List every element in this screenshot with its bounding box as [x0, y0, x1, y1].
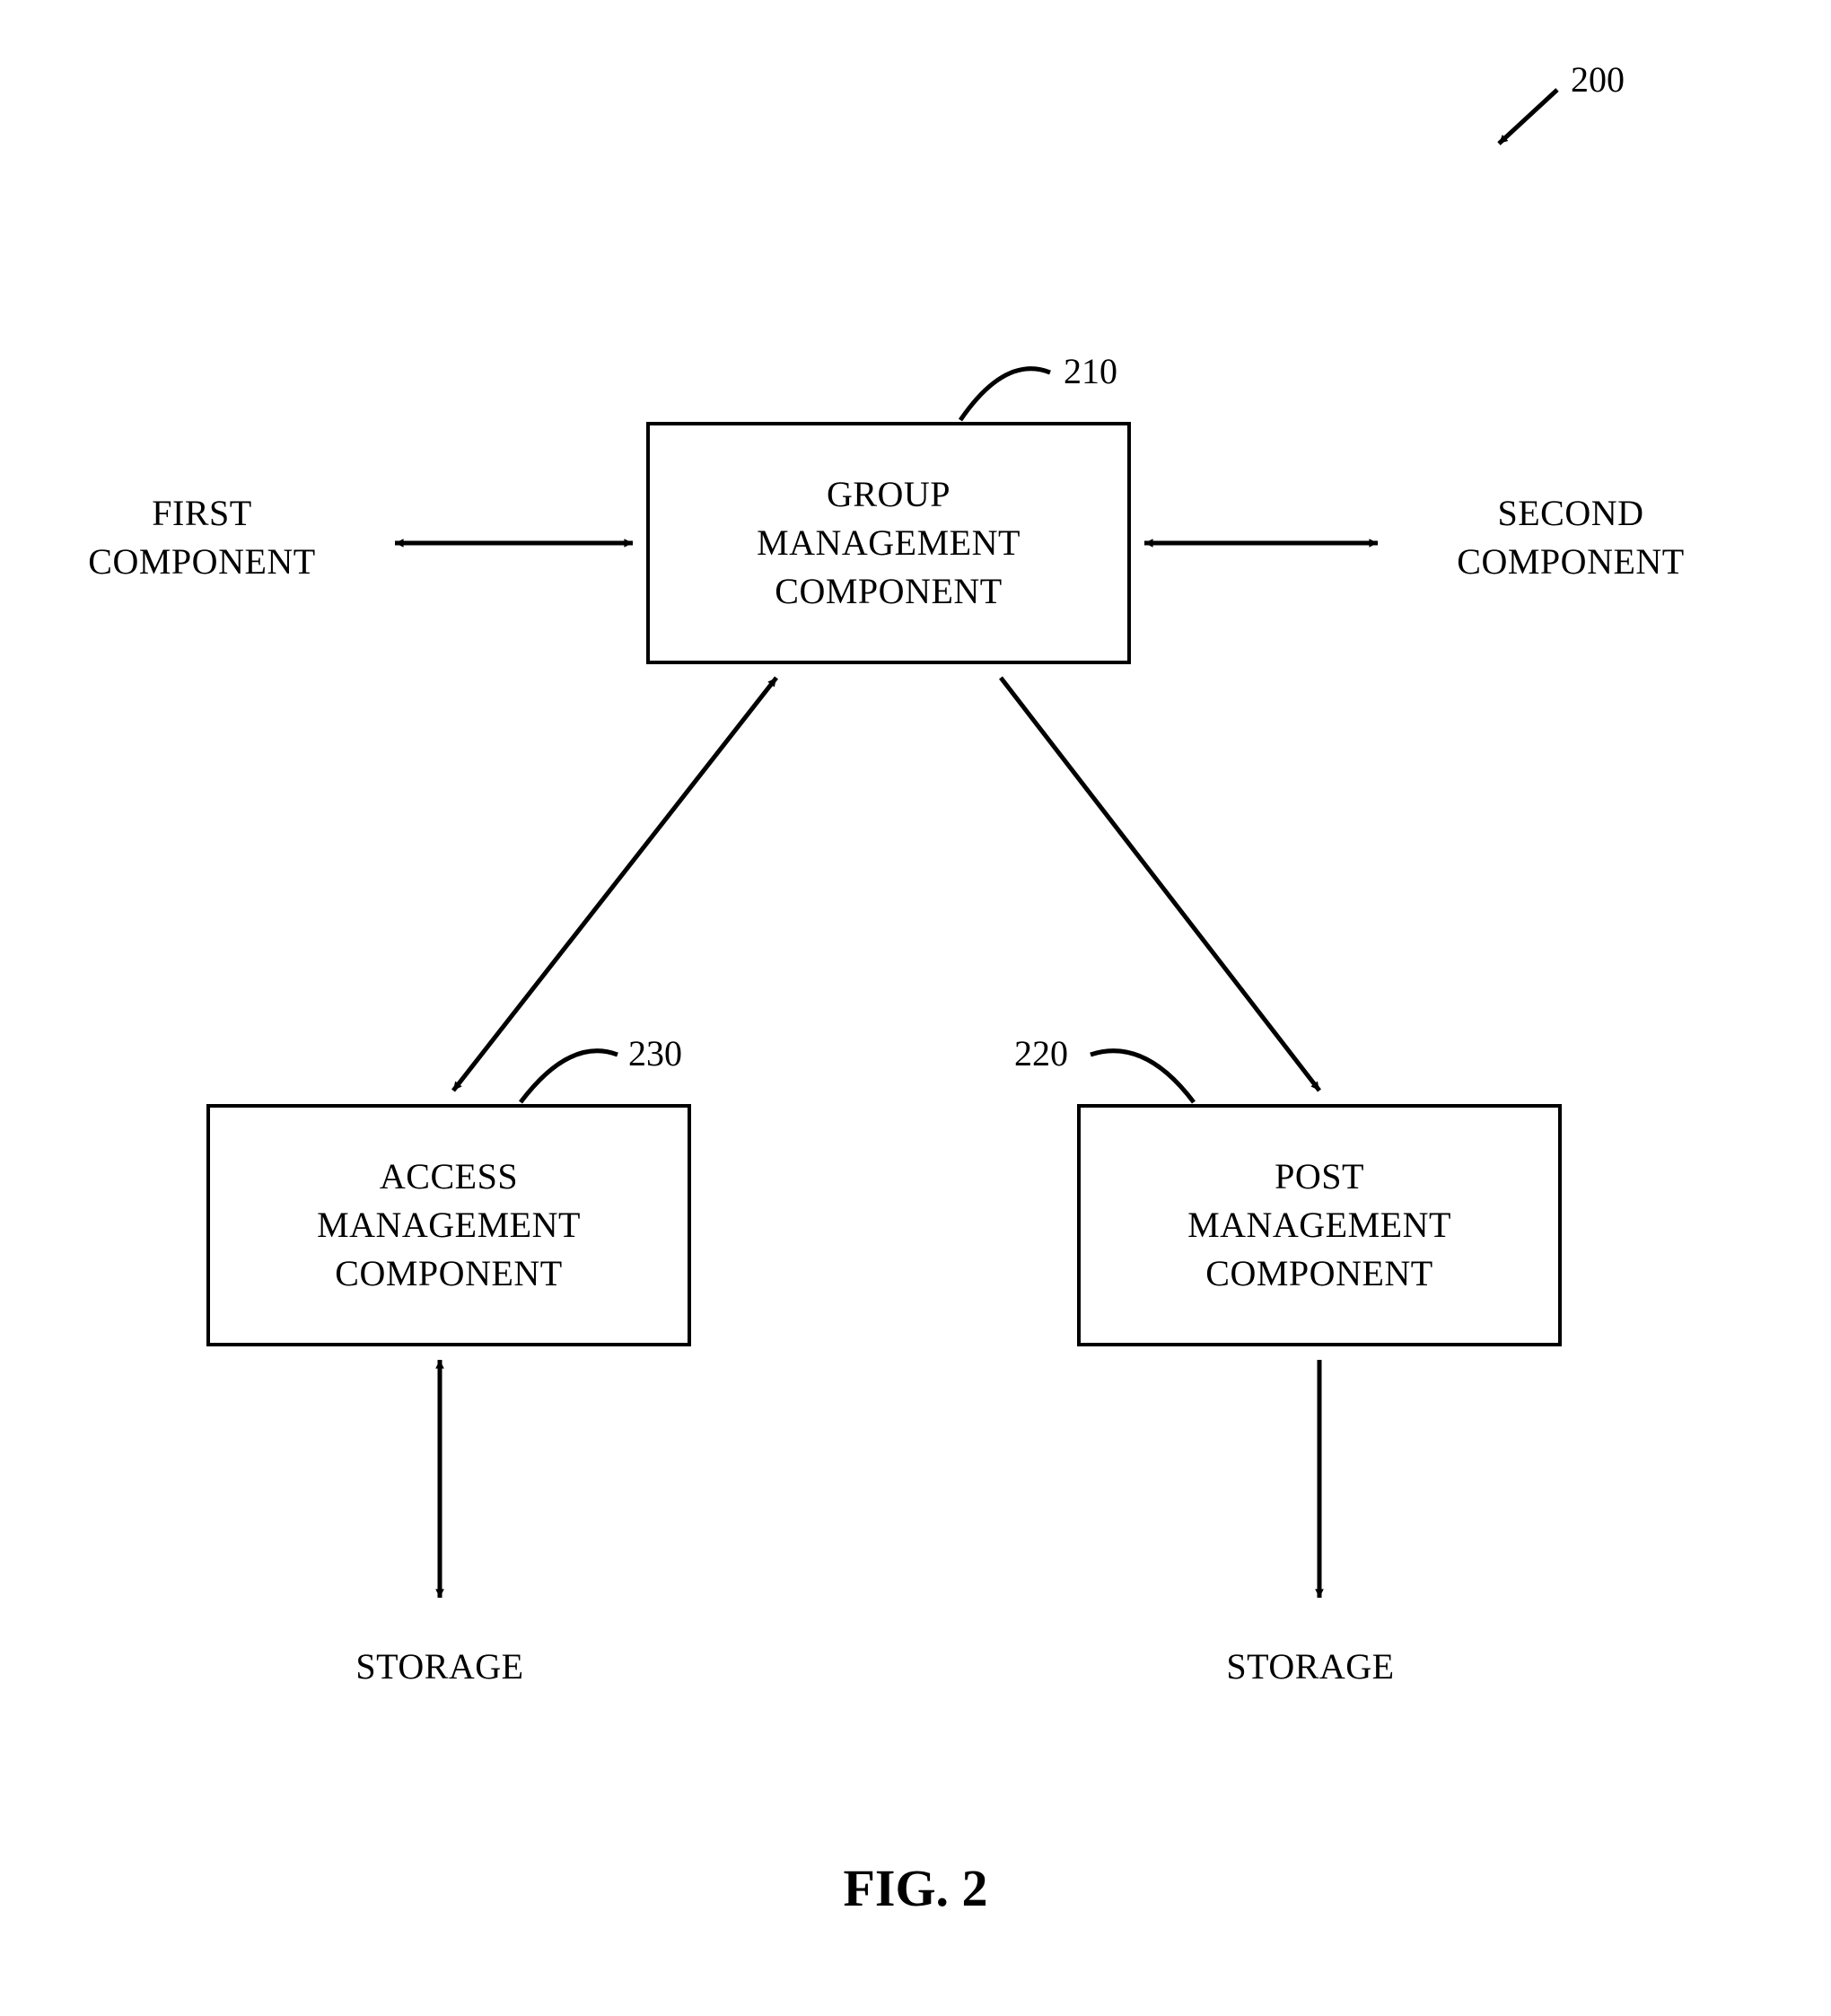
node-ref-210: 210 — [1064, 350, 1117, 392]
storage-left-label: STORAGE — [215, 1643, 664, 1691]
group-management-label: GROUPMANAGEMENTCOMPONENT — [757, 470, 1021, 616]
diagram-container: GROUPMANAGEMENTCOMPONENT ACCESSMANAGEMEN… — [0, 0, 1831, 2016]
first-component-label: FIRSTCOMPONENT — [0, 489, 426, 586]
access-management-box: ACCESSMANAGEMENTCOMPONENT — [206, 1104, 691, 1346]
node-ref-220: 220 — [1014, 1032, 1068, 1074]
figure-ref-200: 200 — [1571, 58, 1625, 101]
group-management-box: GROUPMANAGEMENTCOMPONENT — [646, 422, 1131, 664]
node-ref-230: 230 — [628, 1032, 682, 1074]
post-management-label: POSTMANAGEMENTCOMPONENT — [1187, 1153, 1451, 1298]
storage-right-label: STORAGE — [1086, 1643, 1535, 1691]
figure-caption: FIG. 2 — [0, 1858, 1831, 1918]
diagram-svg — [0, 0, 1831, 2016]
access-management-label: ACCESSMANAGEMENTCOMPONENT — [317, 1153, 581, 1298]
second-component-label: SECONDCOMPONENT — [1346, 489, 1795, 586]
post-management-box: POSTMANAGEMENTCOMPONENT — [1077, 1104, 1562, 1346]
